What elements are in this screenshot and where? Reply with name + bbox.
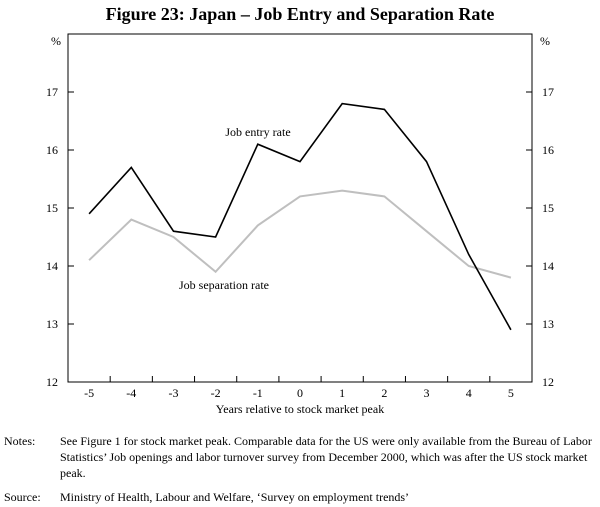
y-tick-label-right: 15 — [542, 201, 554, 215]
series-line-job-separation-rate — [88, 189, 512, 279]
plot-frame — [67, 33, 533, 383]
series-label-job-entry-rate: Job entry rate — [225, 125, 290, 139]
x-tick-label: -1 — [253, 386, 263, 400]
chart-title: Figure 23: Japan – Job Entry and Separat… — [105, 4, 495, 24]
x-tick-label: 3 — [424, 386, 430, 400]
x-tick-label: -5 — [84, 386, 94, 400]
notes-label: Notes: — [4, 434, 36, 448]
y-tick-label-left: 17 — [46, 85, 58, 99]
x-tick-label: 2 — [381, 386, 387, 400]
x-tick-label: 4 — [466, 386, 472, 400]
y-tick-label-right: 13 — [542, 317, 554, 331]
y-axis-unit-right: % — [540, 34, 550, 48]
y-tick-label-right: 17 — [542, 85, 554, 99]
y-axis-unit-left: % — [51, 34, 61, 48]
x-tick-label: -2 — [211, 386, 221, 400]
x-axis-title: Years relative to stock market peak — [216, 402, 384, 416]
y-tick-label-right: 14 — [542, 259, 554, 273]
x-tick-label: 1 — [339, 386, 345, 400]
source-label: Source: — [4, 490, 41, 504]
notes-text: See Figure 1 for stock market peak. Comp… — [60, 434, 592, 480]
y-tick-label-right: 12 — [542, 375, 554, 389]
series-label-job-separation-rate: Job separation rate — [179, 278, 269, 292]
y-tick-label-left: 13 — [46, 317, 58, 331]
x-tick-label: 0 — [297, 386, 303, 400]
y-tick-label-left: 16 — [46, 143, 58, 157]
source: Source: Ministry of Health, Labour and W… — [4, 489, 600, 505]
y-tick-label-left: 14 — [46, 259, 58, 273]
notes: Notes: See Figure 1 for stock market pea… — [4, 433, 600, 483]
series-line-job-entry-rate — [88, 102, 512, 331]
x-tick-label: 5 — [508, 386, 514, 400]
source-text: Ministry of Health, Labour and Welfare, … — [60, 490, 410, 504]
x-tick-label: -3 — [168, 386, 178, 400]
y-tick-label-right: 16 — [542, 143, 554, 157]
y-tick-label-left: 12 — [46, 375, 58, 389]
y-tick-label-left: 15 — [46, 201, 58, 215]
x-tick-label: -4 — [126, 386, 136, 400]
